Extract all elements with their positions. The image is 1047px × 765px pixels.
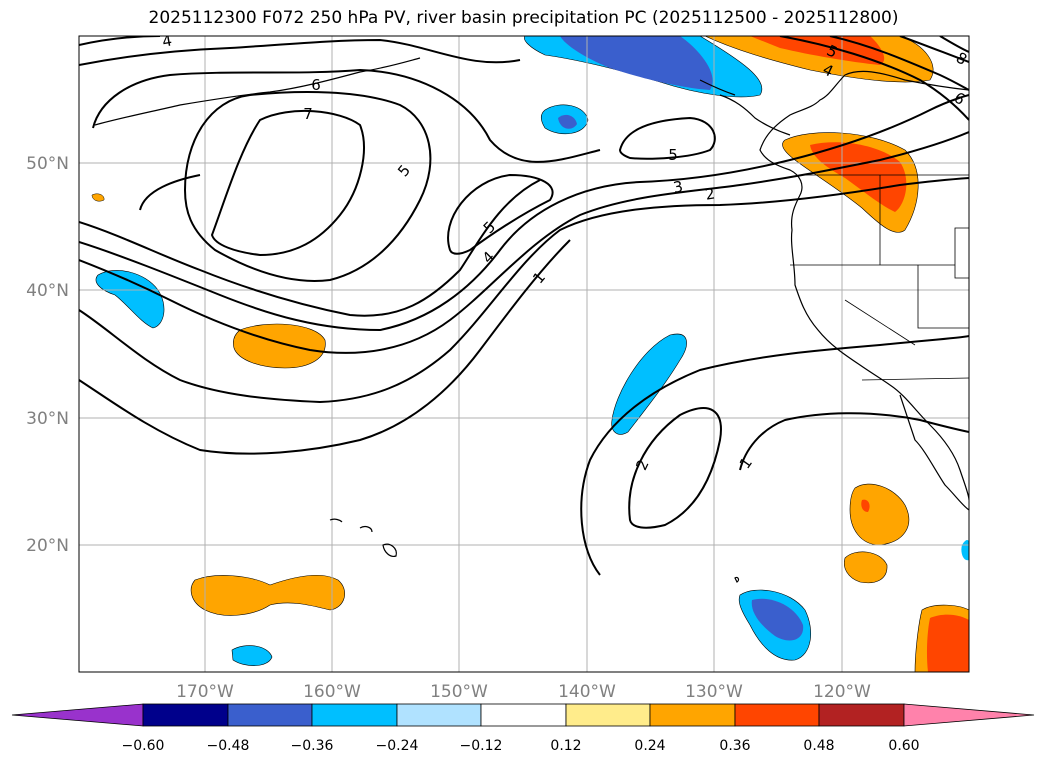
contour-label: 7	[303, 105, 313, 123]
colorbar-segment	[734, 703, 820, 727]
contour-label: 4	[161, 31, 174, 50]
pv-contours	[79, 36, 969, 576]
colorbar	[11, 703, 1035, 727]
lon-label-120w: 120°W	[813, 682, 871, 702]
colorbar-ticks: −0.60 −0.48 −0.36 −0.24 −0.12 0.12 0.24 …	[122, 738, 920, 754]
contour-label: 1	[736, 454, 756, 472]
contour-label: 8	[953, 48, 970, 68]
colorbar-tick: −0.12	[460, 738, 503, 754]
colorbar-tick: 0.36	[719, 738, 750, 754]
longitude-labels: 170°W 160°W 150°W 140°W 130°W 120°W	[176, 682, 871, 702]
positive-anomaly-areas	[91, 36, 969, 672]
contour-label: 5	[668, 146, 678, 164]
colorbar-tick: 0.24	[634, 738, 665, 754]
contour-label: 5	[394, 161, 414, 180]
colorbar-segment	[565, 703, 651, 727]
colorbar-segment	[142, 703, 229, 727]
colorbar-tick: 0.48	[803, 738, 834, 754]
colorbar-extend-high	[903, 703, 1035, 727]
contour-label: 6	[311, 76, 321, 94]
lon-label-150w: 150°W	[430, 682, 488, 702]
lon-label-140w: 140°W	[558, 682, 616, 702]
political-borders	[790, 174, 969, 381]
contour-label: 2	[704, 184, 717, 203]
lon-label-160w: 160°W	[303, 682, 361, 702]
colorbar-tick: 0.60	[888, 738, 919, 754]
colorbar-segment	[396, 703, 482, 727]
colorbar-segment	[649, 703, 736, 727]
lon-label-130w: 130°W	[685, 682, 743, 702]
lat-label-40n: 40°N	[26, 281, 69, 301]
colorbar-tick: −0.36	[291, 738, 334, 754]
map-title: 2025112300 F072 250 hPa PV, river basin …	[148, 8, 899, 28]
precipitation-shading	[91, 36, 969, 672]
colorbar-extend-low	[11, 703, 144, 727]
latitude-labels: 50°N 40°N 30°N 20°N	[26, 154, 69, 556]
contour-label: 1	[529, 268, 549, 287]
colorbar-segment	[311, 703, 398, 727]
colorbar-segment	[818, 703, 905, 727]
colorbar-tick: −0.24	[376, 738, 419, 754]
lon-label-170w: 170°W	[176, 682, 234, 702]
lat-label-30n: 30°N	[26, 409, 69, 429]
colorbar-tick: 0.12	[550, 738, 581, 754]
lat-label-50n: 50°N	[26, 154, 69, 174]
lat-label-20n: 20°N	[26, 536, 69, 556]
colorbar-tick: −0.60	[122, 738, 165, 754]
map-frame	[78, 35, 970, 673]
contour-label: 3	[672, 177, 685, 196]
colorbar-tick: −0.48	[207, 738, 250, 754]
colorbar-segment	[227, 703, 313, 727]
colorbar-segment	[480, 703, 567, 727]
